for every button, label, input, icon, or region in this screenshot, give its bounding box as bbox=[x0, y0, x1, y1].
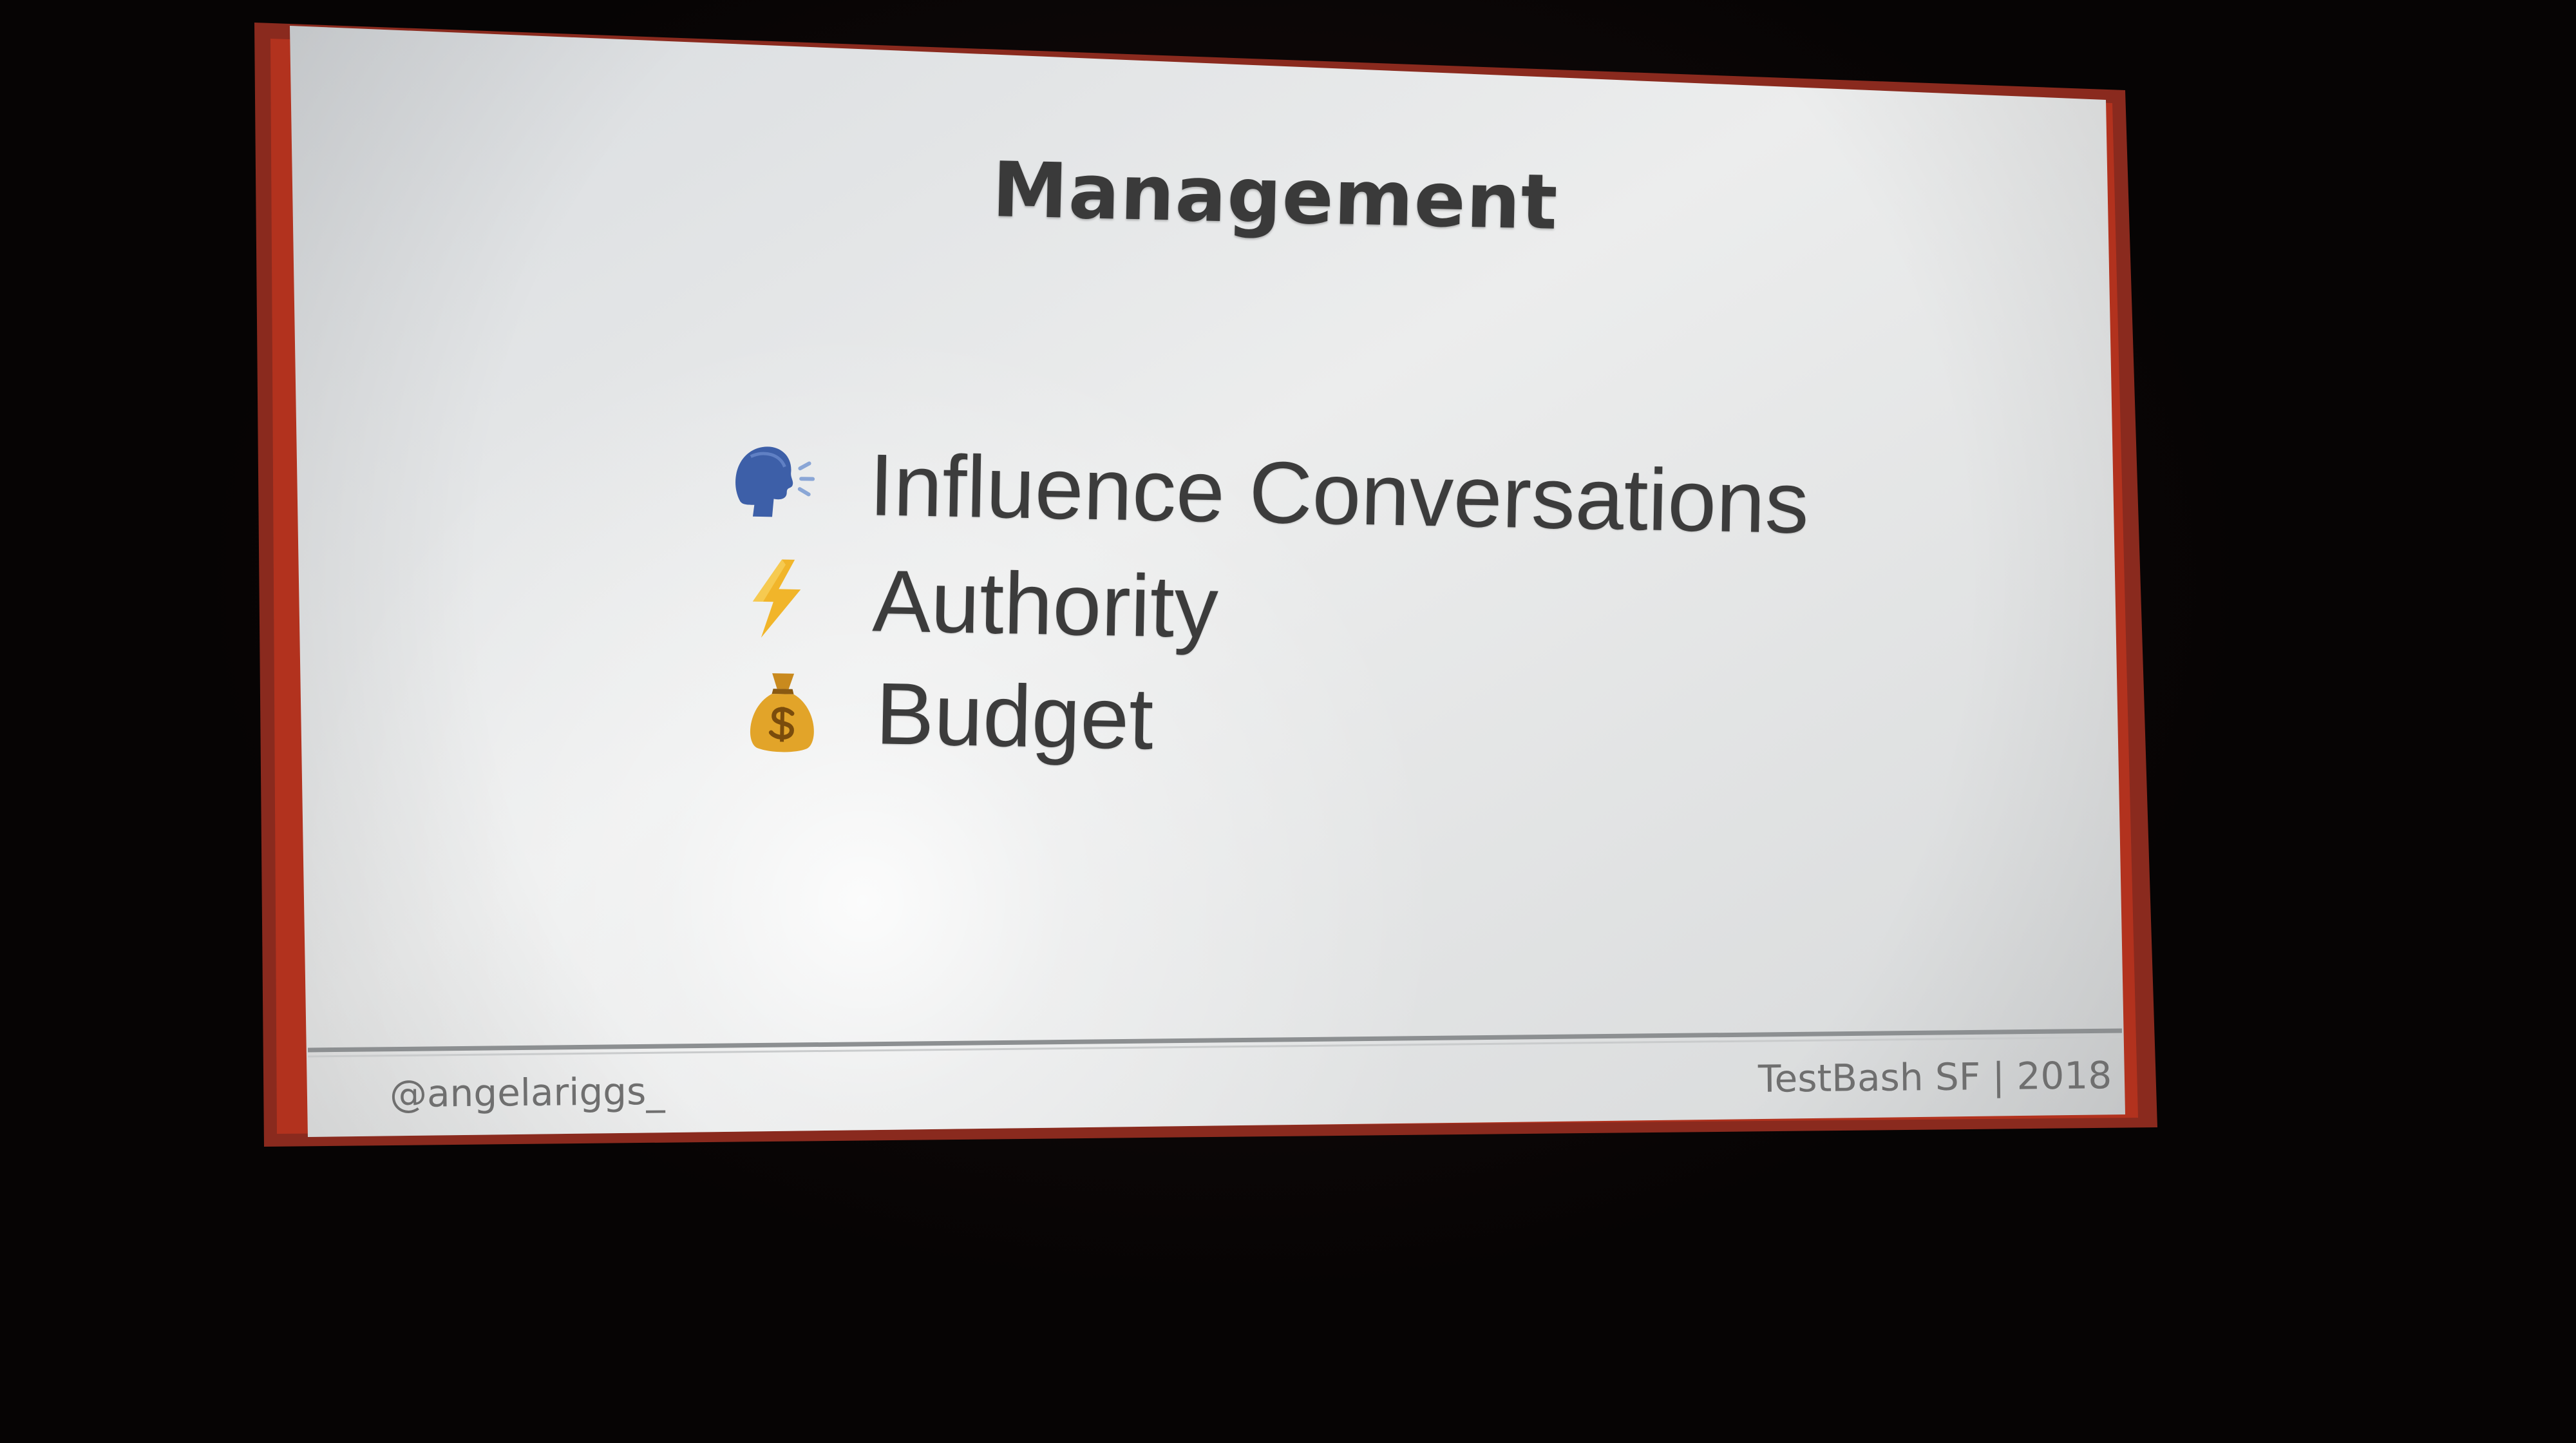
money-bag-icon bbox=[750, 673, 814, 752]
speaking-head-icon bbox=[735, 446, 815, 517]
bullet-item-authority: Authority bbox=[730, 548, 1220, 657]
bullet-item-influence: Influence Conversations bbox=[727, 432, 1810, 553]
slide-title: Management bbox=[991, 145, 1559, 247]
lightning-bolt-icon bbox=[752, 559, 801, 638]
bullet-label: Influence Conversations bbox=[868, 435, 1810, 552]
bullet-label: Budget bbox=[875, 664, 1155, 768]
bullet-label: Authority bbox=[871, 551, 1220, 656]
bullet-item-budget: Budget bbox=[734, 660, 1155, 769]
footer-handle: @angelariggs_ bbox=[389, 1069, 665, 1116]
footer-divider bbox=[307, 1028, 2123, 1053]
footer-event: TestBash SF | 2018 bbox=[1757, 1053, 2112, 1101]
